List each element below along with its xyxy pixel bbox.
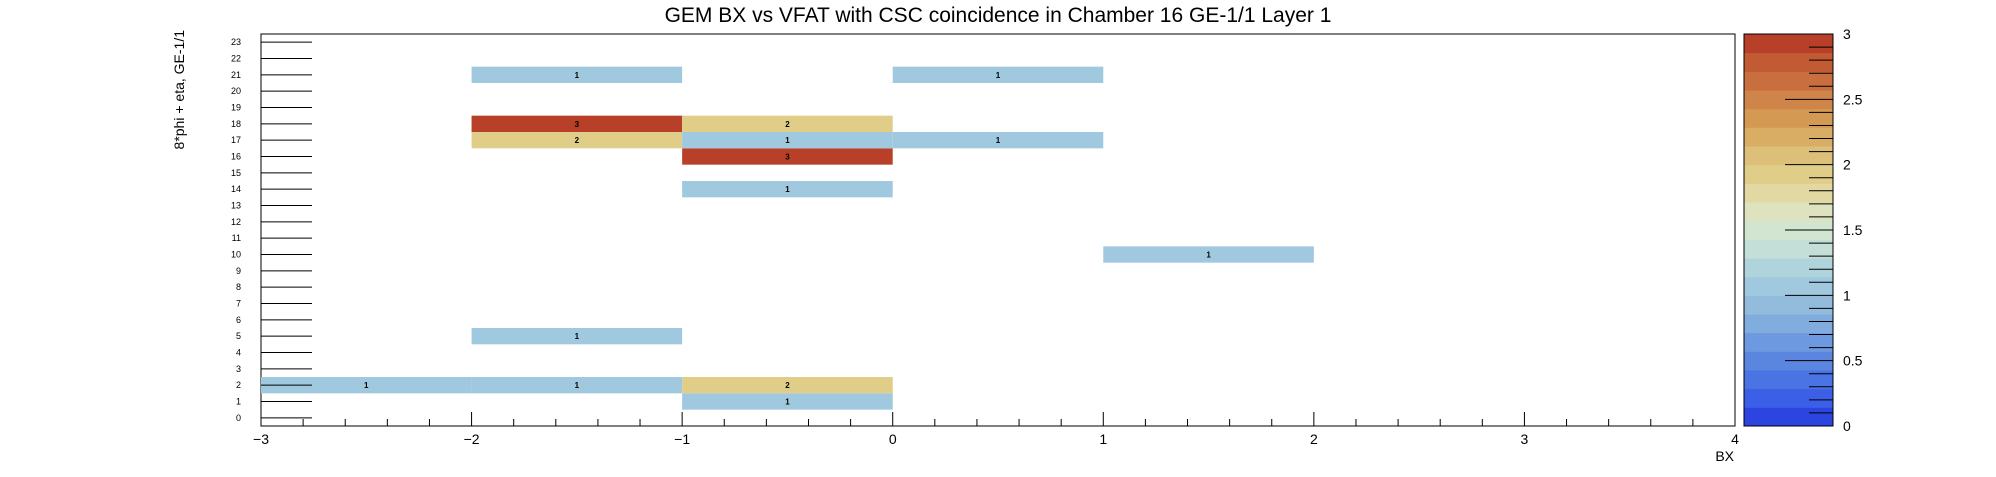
heatmap-cell: [261, 377, 472, 394]
colorbar-swatch: [1744, 239, 1833, 259]
y-tick-label: 5: [236, 331, 241, 341]
colorbar-swatch: [1744, 71, 1833, 91]
colorbar-tick-label: 0.5: [1843, 353, 1863, 369]
cell-value-label: 1: [1206, 251, 1211, 260]
colorbar-swatch: [1744, 314, 1833, 334]
heatmap-cell: [471, 115, 683, 132]
x-tick-label: −3: [253, 431, 269, 447]
cell-labels-layer: 1 1 2 1 1 1 1 3 2 1 1 3 2 1 1: [364, 71, 1211, 407]
heatmap-cell: [682, 132, 893, 149]
y-tick-label: 1: [236, 397, 241, 407]
chart-title: GEM BX vs VFAT with CSC coincidence in C…: [665, 4, 1332, 27]
x-axis-label: BX: [1715, 448, 1734, 464]
cell-value-label: 1: [575, 332, 580, 341]
cell-value-label: 3: [785, 153, 790, 162]
cell-value-label: 1: [785, 136, 790, 145]
y-tick-label: 6: [236, 315, 241, 325]
colorbar-swatch: [1744, 388, 1833, 408]
colorbar-swatch: [1744, 52, 1833, 72]
cell-value-label: 1: [996, 71, 1001, 80]
colorbar-swatch: [1744, 202, 1833, 222]
y-tick-label: 19: [231, 103, 241, 113]
y-tick-label: 17: [231, 135, 241, 145]
y-tick-label: 10: [231, 250, 241, 260]
y-tick-label: 3: [236, 364, 241, 374]
heatmap-cell: [682, 115, 893, 132]
heatmap-cell: [471, 377, 683, 394]
heatmap-cell: [892, 132, 1104, 149]
colorbar-tick-label: 1: [1843, 287, 1851, 303]
colorbar-swatch: [1744, 34, 1833, 54]
heatmap-cell: [682, 181, 893, 198]
x-tick-label: 0: [889, 431, 897, 447]
y-tick-label: 9: [236, 266, 241, 276]
cells-layer: [261, 66, 1314, 410]
heatmap-cell: [682, 377, 893, 394]
y-tick-label: 12: [231, 217, 241, 227]
y-axis-label: 8*phi + eta, GE-1/1: [171, 30, 187, 150]
heatmap-cell: [682, 148, 893, 165]
heatmap-cell: [1103, 246, 1314, 263]
colorbar-swatch: [1744, 258, 1833, 278]
colorbar-swatch: [1744, 332, 1833, 352]
x-axis-ticks: −3 −2 −1 0 1 2 3 4: [253, 412, 1739, 447]
y-tick-label: 13: [231, 201, 241, 211]
colorbar-tick-label: 1.5: [1843, 222, 1863, 238]
y-tick-label: 18: [231, 119, 241, 129]
colorbar-tick-label: 3: [1843, 26, 1851, 42]
cell-value-label: 3: [575, 120, 580, 129]
y-tick-label: 21: [231, 70, 241, 80]
plot-frame: [260, 33, 1736, 427]
colorbar: 0 0.5 1 1.5 2 2.5 3: [1743, 26, 1863, 434]
y-tick-label: 7: [236, 299, 241, 309]
heatmap-cell: [471, 132, 683, 149]
x-tick-label: −2: [464, 431, 480, 447]
y-tick-label: 2: [236, 380, 241, 390]
cell-value-label: 1: [996, 136, 1001, 145]
cell-value-label: 1: [575, 71, 580, 80]
cell-value-label: 2: [575, 136, 580, 145]
y-tick-label: 14: [231, 184, 241, 194]
y-tick-label: 11: [232, 233, 241, 243]
heatmap-cell: [892, 66, 1104, 83]
colorbar-swatch: [1744, 183, 1833, 203]
y-tick-label: 22: [231, 54, 241, 64]
cell-value-label: 2: [785, 120, 790, 129]
y-tick-label: 15: [231, 168, 241, 178]
x-tick-label: 3: [1521, 431, 1529, 447]
x-tick-label: −1: [674, 431, 690, 447]
heatmap-cell: [471, 66, 683, 83]
colorbar-swatch: [1744, 108, 1833, 128]
colorbar-swatch: [1744, 164, 1833, 184]
x-tick-label: 4: [1731, 431, 1739, 447]
y-tick-label: 0: [236, 413, 241, 423]
x-tick-label: 1: [1099, 431, 1107, 447]
y-tick-label: 8: [236, 282, 241, 292]
cell-value-label: 1: [364, 381, 369, 390]
heatmap-cell: [471, 328, 683, 345]
cell-value-label: 1: [785, 185, 790, 194]
colorbar-tick-label: 0: [1843, 418, 1851, 434]
x-tick-label: 2: [1310, 431, 1318, 447]
colorbar-tick-label: 2.5: [1843, 91, 1863, 107]
colorbar-swatch: [1744, 370, 1833, 390]
y-tick-label: 16: [231, 152, 241, 162]
cell-value-label: 1: [575, 381, 580, 390]
y-tick-label: 23: [231, 37, 241, 47]
colorbar-swatch: [1744, 146, 1833, 166]
y-tick-label: 20: [231, 86, 241, 96]
cell-value-label: 2: [785, 381, 790, 390]
cell-value-label: 1: [785, 398, 790, 407]
colorbar-swatch: [1744, 407, 1833, 427]
colorbar-swatch: [1744, 127, 1833, 147]
colorbar-tick-label: 2: [1843, 157, 1851, 173]
colorbar-swatch: [1744, 276, 1833, 296]
colorbar-swatch: [1744, 295, 1833, 315]
y-tick-label: 4: [236, 348, 241, 358]
heatmap-cell: [682, 393, 893, 410]
